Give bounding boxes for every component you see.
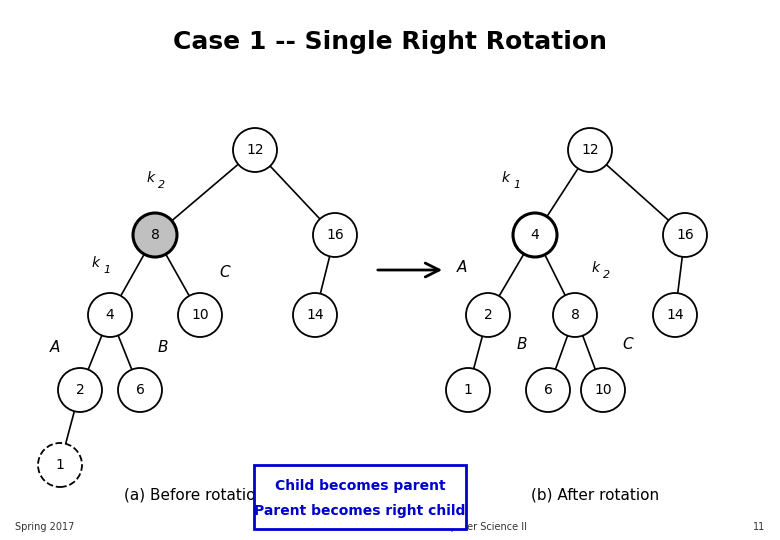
Text: 6: 6 xyxy=(136,383,144,397)
Ellipse shape xyxy=(233,128,277,172)
Text: CS202 - Fundamental Structures of Computer Science II: CS202 - Fundamental Structures of Comput… xyxy=(254,522,526,532)
Ellipse shape xyxy=(466,293,510,337)
Text: 2: 2 xyxy=(484,308,492,322)
Text: k: k xyxy=(147,171,155,185)
Text: C: C xyxy=(622,337,633,352)
Text: C: C xyxy=(220,265,230,280)
Text: 1: 1 xyxy=(55,458,65,472)
Text: 12: 12 xyxy=(246,143,264,157)
Ellipse shape xyxy=(663,213,707,257)
Text: 16: 16 xyxy=(326,228,344,242)
Text: 10: 10 xyxy=(594,383,612,397)
Ellipse shape xyxy=(446,368,490,412)
Ellipse shape xyxy=(58,368,102,412)
Text: 6: 6 xyxy=(544,383,552,397)
Text: Child becomes parent: Child becomes parent xyxy=(275,479,445,493)
Ellipse shape xyxy=(38,443,82,487)
Text: A: A xyxy=(457,260,467,275)
Text: 4: 4 xyxy=(105,308,115,322)
Ellipse shape xyxy=(293,293,337,337)
Ellipse shape xyxy=(526,368,570,412)
Ellipse shape xyxy=(313,213,357,257)
Text: 1: 1 xyxy=(513,180,520,190)
Ellipse shape xyxy=(553,293,597,337)
Ellipse shape xyxy=(581,368,625,412)
Text: 8: 8 xyxy=(151,228,159,242)
Text: A: A xyxy=(50,340,60,355)
Text: 1: 1 xyxy=(463,383,473,397)
Text: 16: 16 xyxy=(676,228,694,242)
FancyBboxPatch shape xyxy=(254,465,466,529)
Text: 14: 14 xyxy=(666,308,684,322)
Text: 12: 12 xyxy=(581,143,599,157)
Text: 11: 11 xyxy=(753,522,765,532)
Ellipse shape xyxy=(133,213,177,257)
Text: k: k xyxy=(502,171,510,185)
Text: 14: 14 xyxy=(307,308,324,322)
Ellipse shape xyxy=(653,293,697,337)
Text: k: k xyxy=(92,256,100,270)
Text: (a) Before rotation: (a) Before rotation xyxy=(125,487,265,502)
Text: 2: 2 xyxy=(603,270,610,280)
Text: 8: 8 xyxy=(570,308,580,322)
Text: (b) After rotation: (b) After rotation xyxy=(531,487,659,502)
Ellipse shape xyxy=(513,213,557,257)
Text: Spring 2017: Spring 2017 xyxy=(15,522,74,532)
Text: 10: 10 xyxy=(191,308,209,322)
Ellipse shape xyxy=(88,293,132,337)
Text: 2: 2 xyxy=(76,383,84,397)
Ellipse shape xyxy=(118,368,162,412)
Text: 1: 1 xyxy=(103,265,110,275)
Text: B: B xyxy=(516,337,527,352)
Text: 2: 2 xyxy=(158,180,165,190)
Text: Case 1 -- Single Right Rotation: Case 1 -- Single Right Rotation xyxy=(173,30,607,54)
Text: 4: 4 xyxy=(530,228,540,242)
Text: Parent becomes right child: Parent becomes right child xyxy=(254,504,466,518)
Ellipse shape xyxy=(568,128,612,172)
Text: k: k xyxy=(592,261,600,275)
Text: B: B xyxy=(158,340,168,355)
Ellipse shape xyxy=(178,293,222,337)
